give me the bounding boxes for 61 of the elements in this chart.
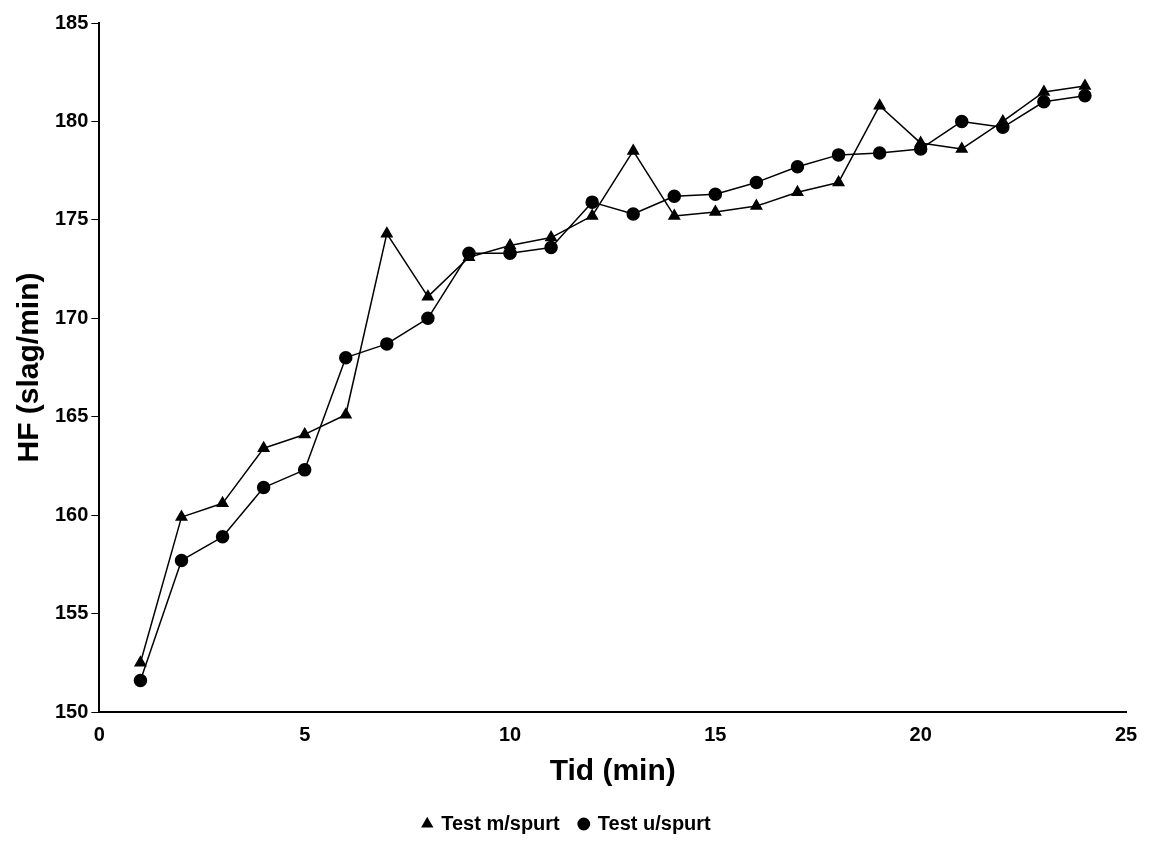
point	[1078, 79, 1091, 90]
point	[667, 189, 682, 203]
x-tick-label: 5	[299, 722, 311, 745]
point	[421, 311, 435, 326]
x-tick-label: 20	[909, 722, 932, 745]
point	[626, 207, 640, 221]
y-tick-label: 185	[54, 10, 89, 33]
y-tick-label: 150	[54, 699, 89, 722]
point	[873, 98, 886, 110]
point	[708, 187, 723, 202]
point	[339, 408, 352, 419]
point	[216, 496, 229, 508]
point	[421, 289, 434, 301]
point	[709, 205, 722, 216]
point	[545, 230, 558, 242]
point	[627, 144, 640, 155]
point	[954, 114, 969, 129]
y-tick-label: 170	[54, 305, 89, 328]
point	[256, 480, 271, 495]
point	[174, 553, 189, 568]
point	[175, 510, 188, 521]
point	[504, 238, 516, 250]
x-tick-label: 15	[704, 722, 727, 745]
point	[257, 441, 270, 452]
y-tick-label: 155	[54, 601, 89, 624]
point	[832, 175, 845, 187]
point	[914, 136, 927, 147]
x-tick-label: 25	[1114, 722, 1138, 745]
point	[544, 240, 558, 255]
point	[585, 195, 599, 209]
y-axis-title: HF (slag/min)	[11, 272, 45, 463]
point	[791, 185, 804, 197]
point	[298, 427, 311, 439]
point	[790, 159, 805, 174]
point	[586, 209, 599, 220]
point	[831, 148, 846, 162]
y-tick-label: 175	[54, 207, 89, 230]
point	[1037, 94, 1051, 109]
x-tick-label: 10	[498, 722, 522, 745]
point	[133, 673, 148, 688]
point	[1078, 89, 1092, 103]
legend-label: Test m/spurt	[441, 811, 561, 834]
legend-label: Test u/spurt	[597, 811, 712, 834]
point	[339, 350, 353, 365]
point	[380, 337, 394, 351]
x-axis-title: Tid (min)	[549, 753, 676, 787]
y-tick-label: 180	[54, 108, 89, 131]
point	[215, 530, 230, 544]
point	[1037, 85, 1050, 96]
y-tick-label: 165	[54, 404, 89, 427]
point	[750, 199, 763, 210]
point	[872, 146, 887, 160]
point	[134, 656, 147, 667]
point	[955, 142, 968, 153]
y-tick-label: 160	[54, 502, 89, 525]
point	[668, 209, 681, 220]
point	[996, 114, 1009, 126]
point	[297, 463, 312, 477]
point	[749, 175, 764, 190]
point	[380, 226, 393, 238]
x-tick-label: 0	[93, 722, 105, 745]
